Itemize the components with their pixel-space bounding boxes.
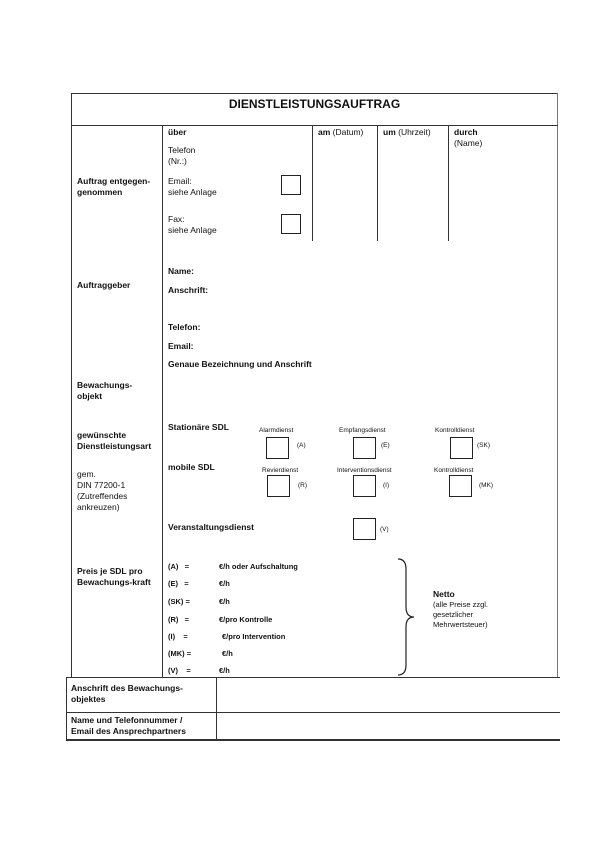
bewachungsobjekt-label: Bewachungs- objekt <box>77 380 133 401</box>
checkbox-kontrolldienst-stationaer[interactable] <box>450 437 473 459</box>
code-i: (I) <box>383 482 390 489</box>
bottom-bottom <box>66 739 560 741</box>
durch-label: durch <box>454 127 478 137</box>
am-datum-label: am (Datum) <box>318 127 363 138</box>
fax-checkbox[interactable] <box>281 214 301 234</box>
col-durch-divider <box>448 125 449 241</box>
checkbox-interventionsdienst[interactable] <box>353 475 376 497</box>
telefon-label: Telefon: <box>168 322 201 332</box>
code-mk: (MK) <box>479 482 494 489</box>
price-unit: €/h oder Aufschaltung <box>219 562 298 571</box>
email-checkbox[interactable] <box>281 175 301 195</box>
title-divider <box>71 125 558 127</box>
page-title: DIENSTLEISTUNGSAUFTRAG <box>228 97 401 111</box>
code-a: (A) <box>297 442 306 449</box>
am-bold: am <box>318 127 331 137</box>
ansprechpartner-label: Name und Telefonnummer / Email des Anspr… <box>71 715 186 736</box>
price-unit: €/h <box>222 649 233 658</box>
durch-name-label: (Name) <box>454 138 483 148</box>
price-code: (V) = <box>168 666 191 675</box>
anschrift-bewachungsobjekt-field[interactable] <box>218 679 558 711</box>
din-norm-label: gem. DIN 77200-1 (Zutreffendes ankreuzen… <box>77 469 128 512</box>
auftrag-label: Auftrag entgegen- genommen <box>77 176 151 197</box>
price-code: (A) = <box>168 562 190 571</box>
ueber-label: über <box>168 127 187 137</box>
checkbox-revierdienst[interactable] <box>267 475 290 497</box>
outer-right <box>557 93 558 677</box>
checkbox-alarmdienst[interactable] <box>266 437 289 459</box>
preis-label: Preis je SDL pro Bewachungs-kraft <box>77 566 151 587</box>
option-name-empfangsdienst: Empfangsdienst <box>339 427 386 434</box>
email-anlage-label: Email: siehe Anlage <box>168 176 217 197</box>
dienstleistungsart-label: gewünschte Dienstleistungsart <box>77 430 152 451</box>
brace-icon <box>397 558 415 676</box>
code-e: (E) <box>381 442 390 449</box>
bottom-top <box>66 677 560 678</box>
ansprechpartner-field[interactable] <box>218 714 558 738</box>
option-name-interventionsdienst: Interventionsdienst <box>337 467 392 474</box>
fax-anlage-label: Fax: siehe Anlage <box>168 214 217 235</box>
code-v: (V) <box>380 526 389 533</box>
anschrift-bewachungsobjekt-label: Anschrift des Bewachungs- objektes <box>71 683 183 704</box>
outer-left <box>71 93 73 677</box>
price-code: (SK) = <box>168 597 190 606</box>
checkbox-empfangsdienst[interactable] <box>353 437 376 459</box>
bottom-col-divider <box>216 677 217 740</box>
bottom-mid <box>66 712 560 713</box>
price-code: (E) = <box>168 579 189 588</box>
anschrift-label: Anschrift: <box>168 285 209 295</box>
am-rest: (Datum) <box>330 127 364 137</box>
name-label: Name: <box>168 266 194 276</box>
price-unit: €/h <box>219 666 230 675</box>
price-code: (I) = <box>168 632 188 641</box>
veranstaltungsdienst-label: Veranstaltungsdienst <box>168 522 254 532</box>
stationaere-sdl-label: Stationäre SDL <box>168 422 229 432</box>
option-name-kontrolldienst-mobil: Kontrolldienst <box>434 467 474 474</box>
mobile-sdl-label: mobile SDL <box>168 462 215 472</box>
checkbox-veranstaltungsdienst[interactable] <box>353 518 376 540</box>
um-rest: (Uhrzeit) <box>395 127 431 137</box>
price-code: (R) = <box>168 615 190 624</box>
netto-label: Netto <box>433 589 455 599</box>
email-label: Email: <box>168 341 194 351</box>
price-unit: €/h <box>219 579 230 588</box>
label-column-divider <box>162 125 164 677</box>
auftraggeber-label: Auftraggeber <box>77 280 131 290</box>
um-bold: um <box>383 127 396 137</box>
price-code: (MK) = <box>168 649 192 658</box>
outer-top <box>71 93 558 94</box>
netto-note: (alle Preise zzgl. gesetzlicher Mehrwert… <box>433 600 489 629</box>
checkbox-kontrolldienst-mobil[interactable] <box>449 475 472 497</box>
price-unit: €/h <box>219 597 230 606</box>
code-r: (R) <box>298 482 308 489</box>
col-um-divider <box>377 125 378 241</box>
bottom-left <box>66 677 67 740</box>
price-unit: €/pro Intervention <box>222 632 286 641</box>
option-name-kontrolldienst-stationaer: Kontrolldienst <box>435 427 475 434</box>
price-unit: €/pro Kontrolle <box>219 615 273 624</box>
col-am-divider <box>312 125 313 241</box>
option-name-revierdienst: Revierdienst <box>262 467 299 474</box>
code-sk: (SK) <box>477 442 490 449</box>
option-name-alarmdienst: Alarmdienst <box>259 427 294 434</box>
genaue-bezeichnung-label: Genaue Bezeichnung und Anschrift <box>168 359 312 369</box>
um-uhrzeit-label: um (Uhrzeit) <box>383 127 431 138</box>
telefon-nr-label: Telefon (Nr.:) <box>168 145 196 166</box>
